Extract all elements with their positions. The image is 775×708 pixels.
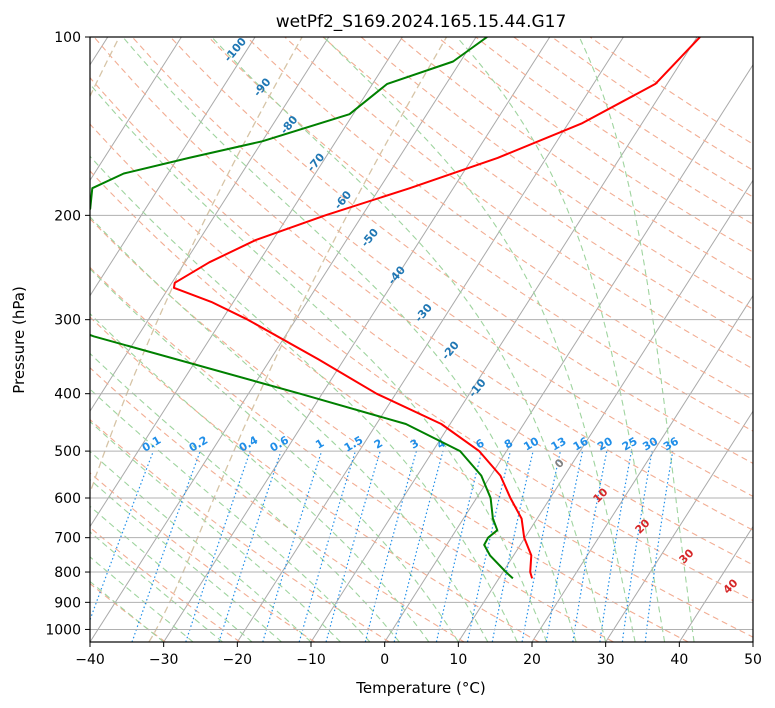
mixing-ratio-line [435,450,483,642]
isotherm-line [310,37,698,642]
x-tick-label: 10 [449,652,467,668]
mixing-ratio-line [325,450,381,642]
isotherm-line [531,294,753,642]
y-tick-label: 800 [54,565,81,581]
y-tick-label: 400 [54,387,81,403]
mixing-ratio-line [185,450,251,642]
dry-adiabat-line [93,37,753,531]
x-tick-label: −20 [223,652,253,668]
dry-adiabat-line [90,316,540,642]
dry-adiabat-line [90,170,753,638]
dry-adiabat-line [90,123,753,602]
y-tick-label: 900 [54,595,81,611]
y-tick-label: 600 [54,491,81,507]
moist-adiabat-line [90,268,459,642]
moist-adiabat-line [90,450,312,642]
dry-adiabat-line [170,37,753,464]
moist-adiabat-line [578,37,695,642]
isotherm-line [457,179,753,642]
y-tick-label: 1000 [45,622,81,638]
moist-adiabat-line [90,505,253,642]
y-tick-label: 200 [54,208,81,224]
isotherm-line [90,37,403,528]
x-tick-label: −10 [296,652,326,668]
x-tick-label: 40 [670,652,688,668]
y-tick-label: 100 [54,30,81,46]
x-axis-label: Temperature (°C) [355,679,485,697]
y-tick-label: 300 [54,313,81,329]
isotherm-line [678,525,753,642]
mixing-ratio-line [218,450,282,642]
mixing-ratio-line [364,450,417,642]
moist-adiabat-line [323,37,636,642]
isotherm-line [90,37,256,297]
dewpoint-profile-line [90,37,514,580]
y-tick-label: 700 [54,531,81,547]
moist-adiabat-line [90,216,489,642]
temperature-profile-line [172,37,701,579]
x-tick-label: 50 [744,652,762,668]
moist-adiabat-line [122,37,577,642]
dry-adiabat-line [90,472,316,642]
dry-adiabat-line [90,526,241,642]
mixing-ratio-line [599,450,633,642]
moist-adiabat-line [90,420,341,642]
y-axis-ticks: 100 200 300 400 500 600 700 800 900 1000 [45,30,90,638]
dry-adiabat-line [131,37,753,497]
y-axis-label: Pressure (hPa) [10,286,28,394]
x-tick-label: 30 [597,652,615,668]
moist-adiabat-line [90,155,518,642]
moist-adiabat-line [90,83,548,642]
moist-adiabat-line [90,312,430,642]
moist-adiabat-line [211,37,607,642]
saturation-curve-line [148,37,448,642]
mixing-ratio-line [262,450,323,642]
dry-adiabat-line [360,37,753,310]
mixing-ratio-line [466,450,511,642]
mixing-ratio-line [131,450,201,642]
isotherm-line [236,37,624,642]
dry-adiabat-line [90,367,465,642]
moist-adiabat-line [90,352,400,642]
background-lines [90,37,753,642]
isotherm-line [605,410,753,642]
mixing-ratio-line [393,450,444,642]
saturation-curve-line [90,37,303,495]
plot-frame [89,36,754,643]
isotherm-line [384,63,753,642]
mixing-ratio-line [621,450,653,642]
isotherm-line [90,37,182,182]
dry-adiabat-line [208,37,753,432]
mixing-ratio-line [298,450,356,642]
x-axis-ticks: −40 −30 −20 −10 0 10 20 30 40 50 [75,642,762,668]
x-tick-label: −40 [75,652,105,668]
x-tick-label: −30 [149,652,179,668]
chart-title: wetPf2_S169.2024.165.15.44.G17 [276,12,567,32]
x-tick-label: 0 [380,652,389,668]
profile-lines [90,37,701,580]
y-tick-label: 500 [54,444,81,460]
isotherm-line [90,37,330,413]
x-tick-label: 20 [523,652,541,668]
mixing-ratio-line [644,451,674,642]
pressure-gridlines [90,37,753,630]
dry-adiabat-line [322,37,753,340]
dry-adiabat-line [90,76,753,566]
moist-adiabat-line [456,37,666,642]
